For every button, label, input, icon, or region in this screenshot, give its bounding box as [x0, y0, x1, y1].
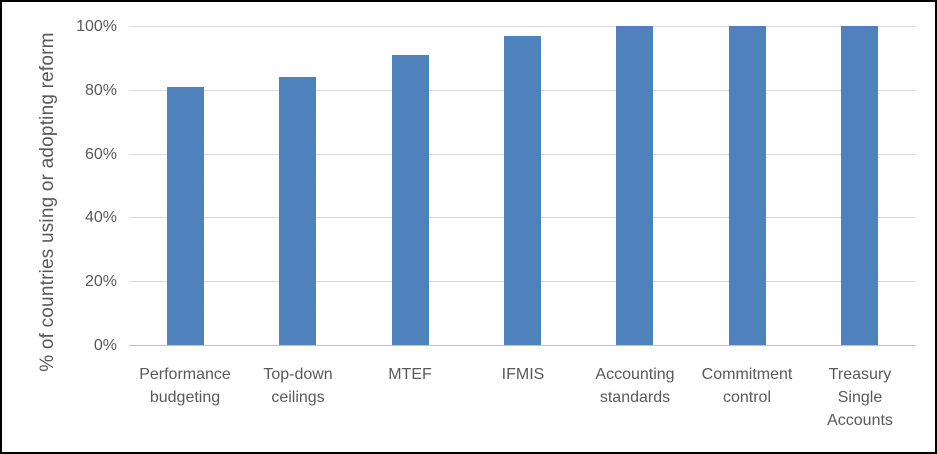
x-category-label: Accounting standards [565, 363, 705, 409]
x-axis-line [129, 345, 916, 346]
bar-performance-budgeting [167, 87, 204, 345]
x-category-label-line: Accounts [827, 412, 893, 429]
x-category-label: IFMIS [453, 363, 593, 386]
x-category-label: Commitment control [677, 363, 817, 409]
x-category-label-line: Single [837, 389, 883, 406]
x-category-label-line: Accounting [595, 366, 675, 383]
bar-mtef [392, 55, 429, 345]
y-tick-label: 20% [84, 273, 117, 290]
bar-ifmis [504, 36, 541, 345]
x-category-label-line: Top-down [263, 366, 333, 383]
x-category-label-line: Commitment [701, 366, 793, 383]
x-category-label-line: IFMIS [501, 366, 545, 383]
x-category-label: Treasury Single Accounts [790, 363, 930, 432]
x-category-label-line: budgeting [149, 389, 221, 406]
x-category-label-line: Treasury [828, 366, 892, 383]
x-category-label-line: Performance [139, 366, 231, 383]
x-category-label-line: standards [599, 389, 671, 406]
x-category-label: Top-down ceilings [228, 363, 368, 409]
x-category-label: Performance budgeting [115, 363, 255, 409]
y-tick-label: 0% [93, 337, 117, 354]
bar-treasury-single-accounts [841, 26, 878, 345]
bar-commitment-control [729, 26, 766, 345]
y-tick-label: 100% [76, 18, 117, 35]
y-tick-label: 40% [84, 209, 117, 226]
y-tick-label: 80% [84, 82, 117, 99]
bar-accounting-standards [616, 26, 653, 345]
x-category-label: MTEF [340, 363, 480, 386]
y-tick-label: 60% [84, 146, 117, 163]
bar-top-down-ceilings [279, 77, 316, 345]
gridline [129, 26, 916, 27]
x-category-label-line: control [722, 389, 772, 406]
y-axis-title: % of countries using or adopting reform [37, 32, 58, 372]
x-category-label-line: ceilings [271, 389, 325, 406]
x-category-label-line: MTEF [388, 366, 432, 383]
